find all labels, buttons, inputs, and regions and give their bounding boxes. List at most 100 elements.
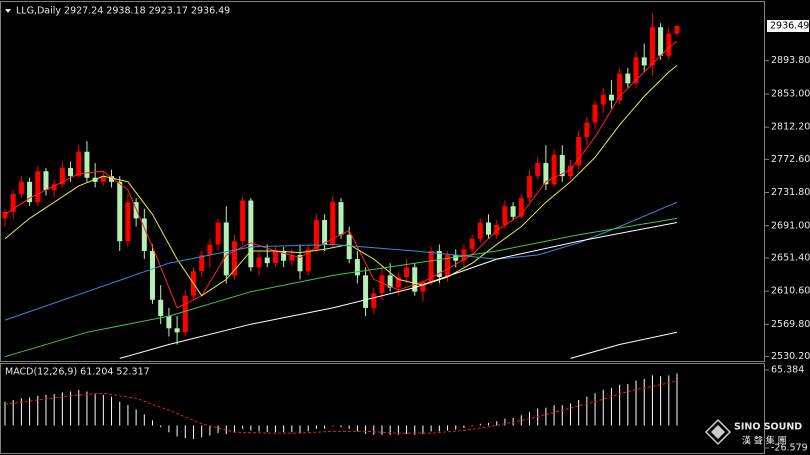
candle-body <box>330 202 336 245</box>
moving-average <box>4 201 678 321</box>
candle-body <box>43 171 49 190</box>
candle-body <box>363 275 369 308</box>
candle-body <box>379 275 385 294</box>
menu-arrow <box>5 9 11 13</box>
candle-body <box>223 222 229 276</box>
candle-body <box>395 277 401 288</box>
candle-body <box>182 295 188 333</box>
candle-body <box>117 181 123 242</box>
moving-average <box>4 217 678 358</box>
candle-body <box>666 33 672 56</box>
y-tick-label: 2893.80 <box>771 55 810 66</box>
candle-body <box>76 151 82 177</box>
candle-body <box>174 328 180 333</box>
y-tick-label: 2812.20 <box>771 122 810 133</box>
brand-chinese: 漢 聲 集 團 <box>742 435 787 447</box>
candle-body <box>305 249 311 272</box>
candle-body <box>584 122 590 138</box>
candle-body <box>658 27 664 56</box>
candle-body <box>526 176 532 199</box>
y-tick-label: 2651.40 <box>771 252 810 263</box>
y-tick-label: 2691.00 <box>771 220 810 231</box>
candle-body <box>133 202 139 219</box>
main-frame <box>0 1 765 362</box>
candle-body <box>240 200 246 242</box>
y-tick-label: 2569.80 <box>771 319 810 330</box>
candle-body <box>248 200 254 268</box>
candle-body <box>35 171 41 203</box>
chart-title: LLG,Daily 2927.24 2938.18 2923.17 2936.4… <box>16 6 230 17</box>
candle-body <box>354 259 360 276</box>
candle-body <box>125 202 131 242</box>
candle-body <box>510 206 516 217</box>
candle-body <box>346 234 352 260</box>
candle-body <box>486 222 492 235</box>
moving-average <box>4 65 678 297</box>
candle-body <box>641 57 647 66</box>
y-tick-label: 2853.00 <box>771 88 810 99</box>
candle-body <box>600 94 606 105</box>
candle-body <box>576 137 582 166</box>
candle-body <box>453 255 459 261</box>
y-tick-label: 2731.80 <box>771 187 810 198</box>
candle-body <box>18 181 24 195</box>
candle-body <box>502 206 508 225</box>
candle-body <box>551 154 557 185</box>
candle-body <box>559 154 565 177</box>
candle-body <box>518 198 524 217</box>
candle-body <box>150 250 156 300</box>
logo <box>704 418 732 446</box>
candle-body <box>371 293 377 308</box>
candle-body <box>649 27 655 66</box>
candle-body <box>461 249 467 261</box>
moving-average <box>119 222 678 359</box>
candle-body <box>469 238 475 250</box>
candle-body <box>420 281 426 292</box>
last-price-box <box>767 20 809 33</box>
candle-body <box>264 257 270 264</box>
candle-body <box>567 165 573 177</box>
candle-body <box>59 167 65 185</box>
candle-body <box>207 244 213 256</box>
candle-body <box>68 167 74 177</box>
candle-body <box>674 26 680 34</box>
y-tick-label: 2610.60 <box>771 286 810 297</box>
candle-body <box>404 267 410 278</box>
candle-body <box>272 250 278 264</box>
candle-body <box>109 176 115 182</box>
candle-body <box>2 211 8 219</box>
candle-body <box>535 163 541 177</box>
candle-body <box>27 181 33 203</box>
candle-body <box>215 222 221 245</box>
candle-body <box>141 218 147 251</box>
candle-body <box>477 222 483 239</box>
moving-average <box>570 331 678 359</box>
moving-average <box>4 40 678 309</box>
candle-body <box>412 267 418 292</box>
candle-body <box>281 250 287 261</box>
candle-body <box>231 241 237 276</box>
candle-body <box>84 151 90 178</box>
candle-body <box>633 57 639 84</box>
candle-body <box>338 202 344 235</box>
signal-line <box>4 380 678 434</box>
candle-body <box>494 224 500 235</box>
y-tick-label: 2772.60 <box>771 154 810 165</box>
candle-body <box>256 257 262 268</box>
candle-body <box>592 104 598 123</box>
y-tick-label: -26.579 <box>771 443 808 454</box>
candle-body <box>543 163 549 185</box>
candle-body <box>387 275 393 288</box>
candle-body <box>608 94 614 101</box>
candle-body <box>617 73 623 101</box>
candle-body <box>51 184 57 190</box>
candle-body <box>322 220 328 245</box>
candle-body <box>100 176 106 182</box>
last-price-label: 2936.49 <box>770 21 809 32</box>
candle-body <box>158 299 164 317</box>
candle-body <box>313 220 319 250</box>
candle-body <box>625 73 631 84</box>
